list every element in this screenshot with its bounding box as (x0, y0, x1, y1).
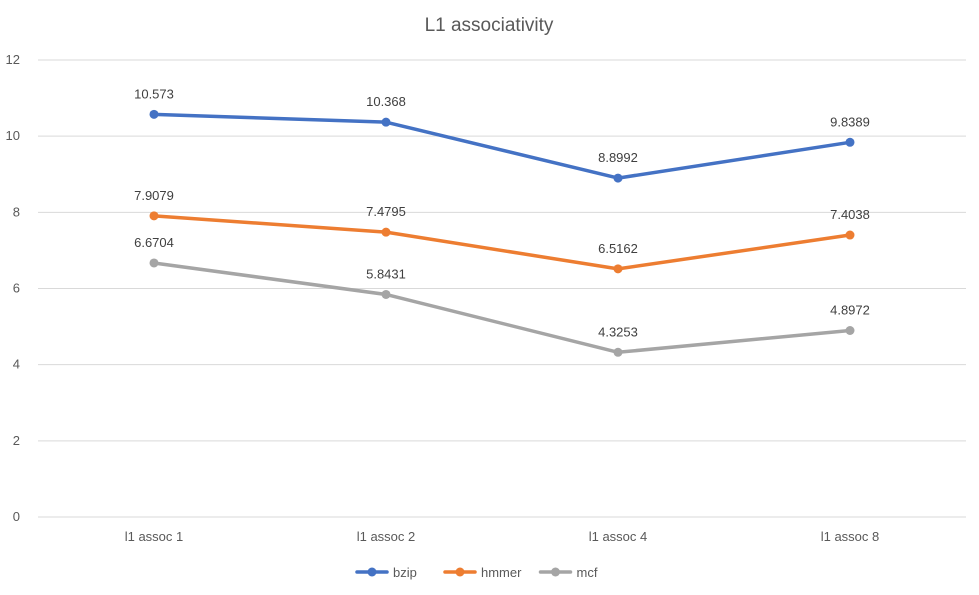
data-label: 7.4038 (830, 207, 870, 222)
chart-title: L1 associativity (425, 15, 554, 36)
data-point (613, 264, 623, 274)
legend-marker (551, 567, 560, 577)
data-label: 6.6704 (134, 235, 174, 250)
data-point (149, 109, 159, 119)
legend-marker (455, 567, 465, 577)
legend-item-hmmer: hmmer (443, 565, 522, 580)
x-tick-label: l1 assoc 4 (589, 529, 648, 544)
data-label: 7.4795 (366, 204, 406, 219)
data-labels: 10.573 10.368 8.8992 9.8389 7.9079 7.4795 6.51… (134, 86, 870, 339)
legend: bzip hmmer mcf (355, 565, 598, 580)
gridlines (38, 59, 966, 518)
data-point (845, 230, 855, 240)
x-tick-label: l1 assoc 2 (357, 529, 416, 544)
y-tick-label: 0 (13, 509, 20, 524)
legend-item-mcf: mcf (538, 565, 598, 580)
data-label: 8.8992 (598, 150, 638, 165)
data-point (381, 289, 391, 299)
legend-item-bzip: bzip (355, 565, 417, 580)
y-axis-tick-labels: 0 2 4 6 8 10 12 (6, 52, 20, 524)
data-label: 10.368 (366, 94, 406, 109)
series-line-bzip (152, 112, 852, 180)
series-line-mcf (152, 261, 852, 355)
data-label: 7.9079 (134, 188, 174, 203)
legend-marker (367, 567, 377, 577)
legend-label: hmmer (481, 565, 522, 580)
y-tick-label: 10 (6, 128, 20, 143)
data-label: 5.8431 (366, 266, 406, 281)
legend-label: mcf (577, 565, 598, 580)
y-tick-label: 12 (6, 52, 20, 67)
data-label: 6.5162 (598, 241, 638, 256)
y-tick-label: 6 (13, 281, 20, 296)
x-tick-label: l1 assoc 8 (821, 529, 880, 544)
series-line-hmmer (152, 214, 852, 271)
data-point (381, 117, 391, 127)
y-tick-label: 4 (13, 357, 20, 372)
x-axis-tick-labels: l1 assoc 1 l1 assoc 2 l1 assoc 4 l1 assoc 8 (125, 529, 880, 544)
data-point (845, 137, 855, 147)
data-label: 10.573 (134, 86, 174, 101)
x-tick-label: l1 assoc 1 (125, 529, 184, 544)
data-point (149, 258, 159, 268)
data-label: 9.8389 (830, 114, 870, 129)
y-tick-label: 2 (13, 433, 20, 448)
series-lines (149, 109, 855, 357)
data-point (845, 325, 855, 335)
data-point (613, 173, 623, 183)
data-label: 4.3253 (598, 324, 638, 339)
data-label: 4.8972 (830, 302, 870, 317)
y-tick-label: 8 (13, 204, 20, 219)
data-point (613, 347, 623, 357)
data-point (149, 211, 159, 221)
legend-label: bzip (393, 565, 417, 580)
data-point (381, 227, 391, 237)
